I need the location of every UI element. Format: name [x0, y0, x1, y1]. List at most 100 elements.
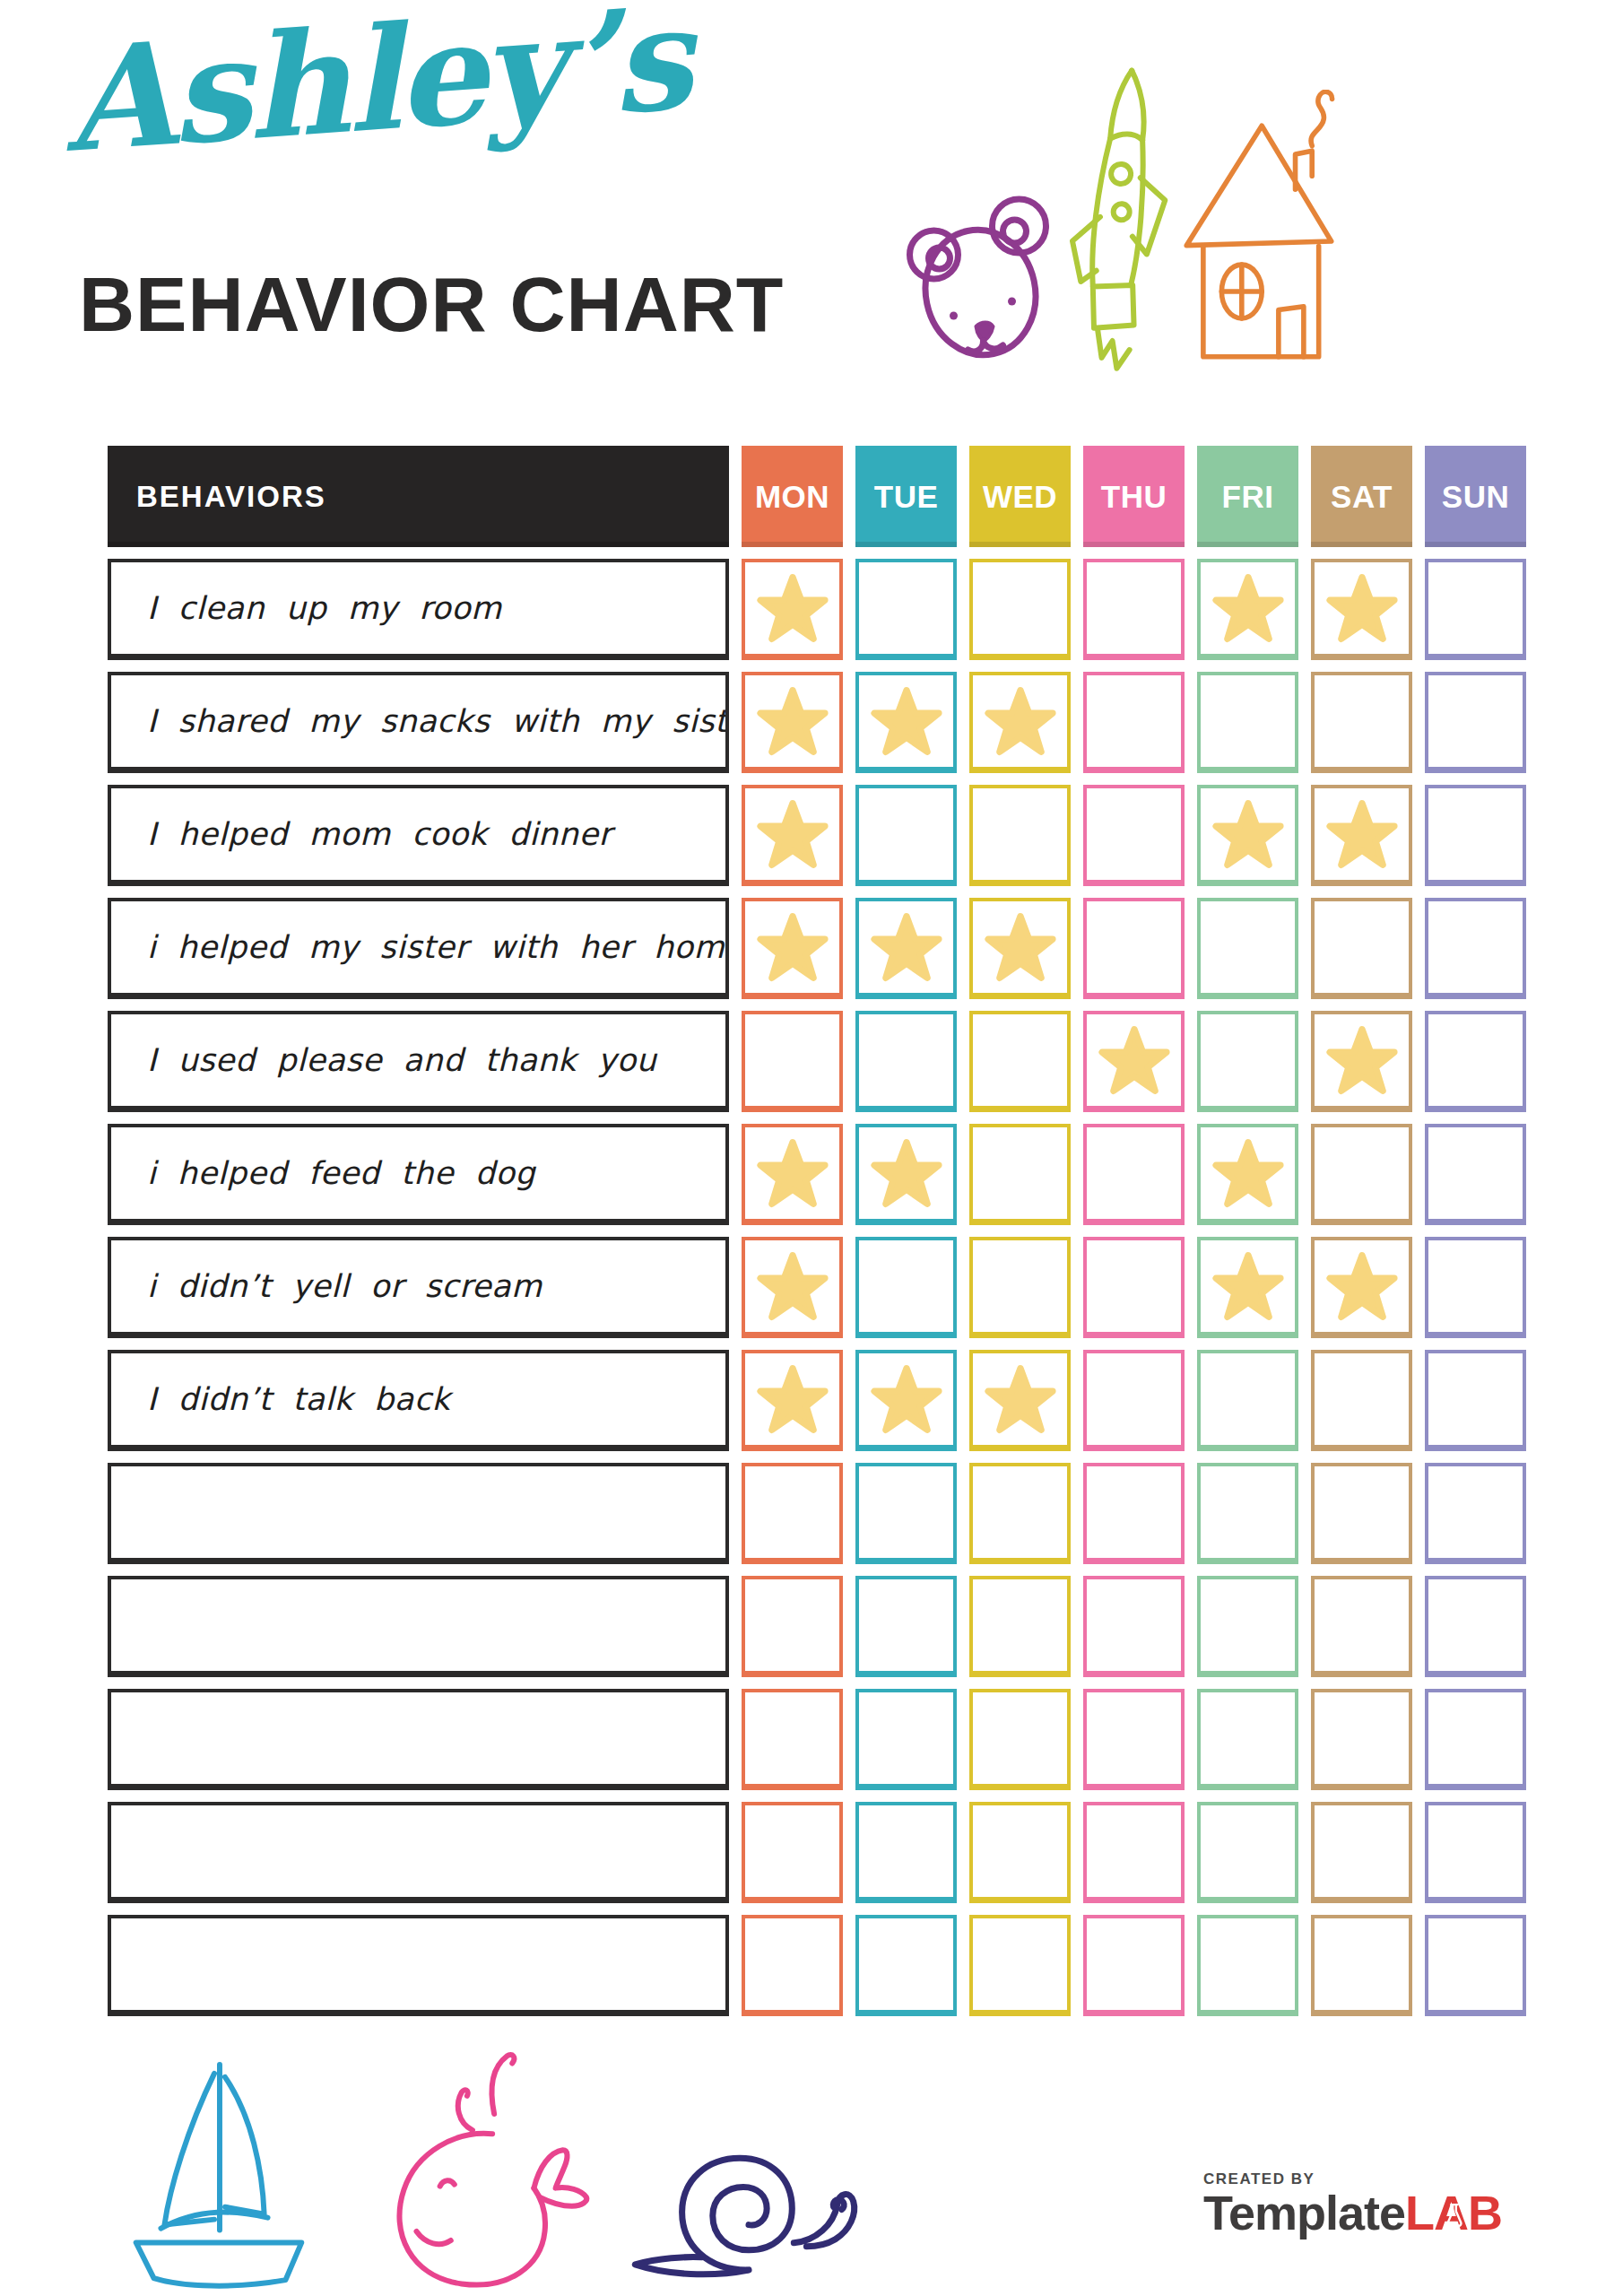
star-cell-wed-row10[interactable] [969, 1576, 1071, 1677]
star-icon [757, 572, 829, 644]
star-cell-wed-row2[interactable] [969, 672, 1071, 773]
star-cell-sat-row6[interactable] [1311, 1124, 1412, 1225]
star-cell-mon-row1[interactable] [742, 559, 843, 660]
star-cell-sat-row10[interactable] [1311, 1576, 1412, 1677]
star-cell-sun-row3[interactable] [1425, 785, 1526, 886]
star-cell-tue-row7[interactable] [855, 1237, 957, 1338]
star-cell-thu-row9[interactable] [1083, 1463, 1185, 1564]
star-cell-wed-row8[interactable] [969, 1350, 1071, 1451]
star-cell-sun-row9[interactable] [1425, 1463, 1526, 1564]
rocket-icon [1043, 54, 1193, 398]
star-cell-fri-row8[interactable] [1197, 1350, 1298, 1451]
star-cell-tue-row13[interactable] [855, 1915, 957, 2016]
star-cell-tue-row9[interactable] [855, 1463, 957, 1564]
star-cell-tue-row12[interactable] [855, 1802, 957, 1903]
star-cell-mon-row13[interactable] [742, 1915, 843, 2016]
star-cell-sun-row6[interactable] [1425, 1124, 1526, 1225]
star-cell-thu-row1[interactable] [1083, 559, 1185, 660]
star-cell-sun-row8[interactable] [1425, 1350, 1526, 1451]
star-cell-sat-row9[interactable] [1311, 1463, 1412, 1564]
star-cell-thu-row2[interactable] [1083, 672, 1185, 773]
star-cell-thu-row8[interactable] [1083, 1350, 1185, 1451]
star-cell-sun-row4[interactable] [1425, 898, 1526, 999]
star-cell-thu-row7[interactable] [1083, 1237, 1185, 1338]
star-cell-wed-row1[interactable] [969, 559, 1071, 660]
star-cell-sat-row5[interactable] [1311, 1011, 1412, 1112]
star-cell-tue-row1[interactable] [855, 559, 957, 660]
star-cell-sun-row10[interactable] [1425, 1576, 1526, 1677]
star-cell-fri-row10[interactable] [1197, 1576, 1298, 1677]
star-cell-thu-row13[interactable] [1083, 1915, 1185, 2016]
column-header-thu: THU [1083, 446, 1185, 547]
star-cell-fri-row6[interactable] [1197, 1124, 1298, 1225]
star-cell-sat-row11[interactable] [1311, 1689, 1412, 1790]
star-cell-wed-row12[interactable] [969, 1802, 1071, 1903]
star-cell-fri-row11[interactable] [1197, 1689, 1298, 1790]
star-cell-fri-row7[interactable] [1197, 1237, 1298, 1338]
star-cell-fri-row3[interactable] [1197, 785, 1298, 886]
star-cell-sat-row12[interactable] [1311, 1802, 1412, 1903]
star-cell-thu-row4[interactable] [1083, 898, 1185, 999]
star-cell-mon-row9[interactable] [742, 1463, 843, 1564]
star-cell-wed-row13[interactable] [969, 1915, 1071, 2016]
star-cell-sun-row2[interactable] [1425, 672, 1526, 773]
star-cell-sun-row5[interactable] [1425, 1011, 1526, 1112]
star-cell-sun-row1[interactable] [1425, 559, 1526, 660]
star-cell-sat-row13[interactable] [1311, 1915, 1412, 2016]
star-cell-tue-row3[interactable] [855, 785, 957, 886]
star-cell-sat-row8[interactable] [1311, 1350, 1412, 1451]
star-cell-sun-row7[interactable] [1425, 1237, 1526, 1338]
star-cell-sun-row13[interactable] [1425, 1915, 1526, 2016]
star-cell-fri-row4[interactable] [1197, 898, 1298, 999]
star-cell-thu-row11[interactable] [1083, 1689, 1185, 1790]
star-cell-mon-row3[interactable] [742, 785, 843, 886]
star-cell-sun-row12[interactable] [1425, 1802, 1526, 1903]
star-cell-fri-row12[interactable] [1197, 1802, 1298, 1903]
star-cell-wed-row5[interactable] [969, 1011, 1071, 1112]
star-cell-fri-row2[interactable] [1197, 672, 1298, 773]
star-cell-wed-row4[interactable] [969, 898, 1071, 999]
star-cell-sat-row3[interactable] [1311, 785, 1412, 886]
star-cell-mon-row8[interactable] [742, 1350, 843, 1451]
star-cell-tue-row2[interactable] [855, 672, 957, 773]
star-cell-mon-row2[interactable] [742, 672, 843, 773]
behavior-cell-13 [108, 1915, 729, 2016]
star-icon [871, 1363, 942, 1435]
star-cell-sat-row1[interactable] [1311, 559, 1412, 660]
child-name-title: Ashley’s [59, 0, 693, 179]
star-cell-mon-row11[interactable] [742, 1689, 843, 1790]
star-cell-tue-row10[interactable] [855, 1576, 957, 1677]
star-cell-tue-row5[interactable] [855, 1011, 957, 1112]
star-cell-mon-row12[interactable] [742, 1802, 843, 1903]
star-cell-fri-row1[interactable] [1197, 559, 1298, 660]
star-cell-wed-row7[interactable] [969, 1237, 1071, 1338]
star-cell-tue-row8[interactable] [855, 1350, 957, 1451]
brand-accent-text: LAB [1405, 2188, 1502, 2237]
star-cell-mon-row7[interactable] [742, 1237, 843, 1338]
star-cell-tue-row6[interactable] [855, 1124, 957, 1225]
star-cell-sat-row2[interactable] [1311, 672, 1412, 773]
star-cell-fri-row9[interactable] [1197, 1463, 1298, 1564]
star-cell-wed-row9[interactable] [969, 1463, 1071, 1564]
star-cell-tue-row11[interactable] [855, 1689, 957, 1790]
star-cell-fri-row13[interactable] [1197, 1915, 1298, 2016]
star-cell-thu-row5[interactable] [1083, 1011, 1185, 1112]
star-cell-wed-row11[interactable] [969, 1689, 1071, 1790]
star-cell-wed-row3[interactable] [969, 785, 1071, 886]
column-header-behaviors: BEHAVIORS [108, 446, 729, 547]
star-cell-thu-row12[interactable] [1083, 1802, 1185, 1903]
star-cell-tue-row4[interactable] [855, 898, 957, 999]
star-cell-wed-row6[interactable] [969, 1124, 1071, 1225]
star-cell-mon-row5[interactable] [742, 1011, 843, 1112]
star-cell-thu-row10[interactable] [1083, 1576, 1185, 1677]
behavior-cell-7: i didn’t yell or scream [108, 1237, 729, 1338]
star-cell-mon-row10[interactable] [742, 1576, 843, 1677]
star-cell-mon-row4[interactable] [742, 898, 843, 999]
star-cell-sat-row4[interactable] [1311, 898, 1412, 999]
star-cell-thu-row6[interactable] [1083, 1124, 1185, 1225]
star-cell-thu-row3[interactable] [1083, 785, 1185, 886]
star-cell-fri-row5[interactable] [1197, 1011, 1298, 1112]
star-cell-sat-row7[interactable] [1311, 1237, 1412, 1338]
star-cell-sun-row11[interactable] [1425, 1689, 1526, 1790]
star-cell-mon-row6[interactable] [742, 1124, 843, 1225]
